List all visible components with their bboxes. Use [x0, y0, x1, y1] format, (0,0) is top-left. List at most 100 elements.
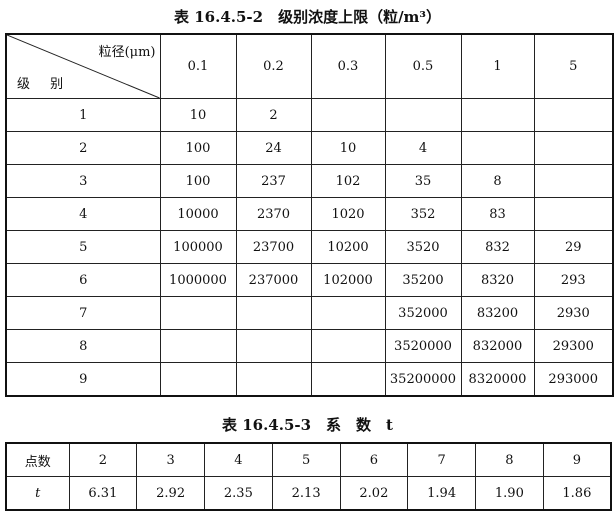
- table-row: 2 100 24 10 4: [5, 131, 614, 165]
- value-cell: 8320: [460, 263, 535, 297]
- value-cell: 4: [384, 131, 462, 165]
- value-cell: 10: [310, 131, 386, 165]
- value-cell: 293: [533, 263, 614, 297]
- value-cell: 83200: [460, 296, 535, 330]
- particle-size-label: 粒径(μm): [98, 45, 156, 60]
- t-value-cell: 1.94: [407, 476, 476, 511]
- value-cell: 29300: [533, 329, 614, 363]
- value-cell: [533, 197, 614, 231]
- value-cell: 293000: [533, 362, 614, 397]
- value-cell: 8: [460, 164, 535, 198]
- points-cell: 2: [68, 442, 138, 477]
- table2-title: 表 16.4.5-3 系 数 t: [221, 416, 393, 434]
- table-row: 1 10 2: [5, 98, 614, 132]
- value-cell: [159, 329, 237, 363]
- value-cell: 83: [460, 197, 535, 231]
- grade-label: 级 别: [17, 77, 72, 92]
- column-header: 0.5: [384, 33, 462, 99]
- value-cell: 100: [159, 164, 237, 198]
- table-header-row: 粒径(μm) 级 别 0.1 0.2 0.3 0.5 1 5: [5, 33, 614, 99]
- value-cell: 352: [384, 197, 462, 231]
- value-cell: 35200: [384, 263, 462, 297]
- value-cell: [159, 362, 237, 397]
- grade-cell: 1: [5, 98, 161, 132]
- value-cell: 24: [235, 131, 312, 165]
- value-cell: 10000: [159, 197, 237, 231]
- value-cell: 832000: [460, 329, 535, 363]
- t-value-cell: 2.13: [271, 476, 341, 511]
- value-cell: 35: [384, 164, 462, 198]
- points-cell: 6: [339, 442, 409, 477]
- points-cell: 7: [407, 442, 476, 477]
- grade-cell: 5: [5, 230, 161, 264]
- value-cell: 100000: [159, 230, 237, 264]
- value-cell: [235, 329, 312, 363]
- points-cell: 9: [542, 442, 612, 477]
- value-cell: 35200000: [384, 362, 462, 397]
- grade-cell: 3: [5, 164, 161, 198]
- value-cell: 832: [460, 230, 535, 264]
- points-cell: 8: [475, 442, 544, 477]
- value-cell: [533, 98, 614, 132]
- column-header: 0.1: [159, 33, 237, 99]
- table-row: 8 3520000 832000 29300: [5, 329, 614, 363]
- column-header: 0.3: [310, 33, 386, 99]
- column-header: 5: [533, 33, 614, 99]
- value-cell: [310, 362, 386, 397]
- table-row: 9 35200000 8320000 293000: [5, 362, 614, 397]
- value-cell: 1000000: [159, 263, 237, 297]
- column-header: 0.2: [235, 33, 312, 99]
- table-row-t: t 6.31 2.92 2.35 2.13 2.02 1.94 1.90 1.86: [5, 476, 612, 511]
- column-header: 1: [460, 33, 535, 99]
- table-row: 7 352000 83200 2930: [5, 296, 614, 330]
- t-value-cell: 1.86: [542, 476, 612, 511]
- value-cell: [310, 296, 386, 330]
- t-value-cell: 1.90: [475, 476, 544, 511]
- points-label: 点数: [5, 442, 70, 477]
- value-cell: [310, 98, 386, 132]
- value-cell: 1020: [310, 197, 386, 231]
- grade-cell: 8: [5, 329, 161, 363]
- value-cell: 2: [235, 98, 312, 132]
- table1-title: 表 16.4.5-2 级别浓度上限（粒/m³）: [174, 8, 441, 26]
- value-cell: [460, 98, 535, 132]
- value-cell: 237: [235, 164, 312, 198]
- value-cell: [460, 131, 535, 165]
- grade-cell: 6: [5, 263, 161, 297]
- value-cell: [235, 296, 312, 330]
- value-cell: 102: [310, 164, 386, 198]
- table-row: 5 100000 23700 10200 3520 832 29: [5, 230, 614, 264]
- value-cell: 3520: [384, 230, 462, 264]
- value-cell: 352000: [384, 296, 462, 330]
- value-cell: [533, 164, 614, 198]
- t-label: t: [5, 476, 70, 511]
- points-cell: 5: [271, 442, 341, 477]
- value-cell: 237000: [235, 263, 312, 297]
- value-cell: 23700: [235, 230, 312, 264]
- value-cell: 102000: [310, 263, 386, 297]
- value-cell: [384, 98, 462, 132]
- concentration-limit-table: 粒径(μm) 级 别 0.1 0.2 0.3 0.5 1 5 1 10 2 2 100 24 10 4 3…: [5, 33, 614, 397]
- table-row: 6 1000000 237000 102000 35200 8320 293: [5, 263, 614, 297]
- t-value-cell: 2.02: [339, 476, 409, 511]
- t-value-cell: 6.31: [68, 476, 138, 511]
- grade-cell: 4: [5, 197, 161, 231]
- value-cell: 29: [533, 230, 614, 264]
- t-value-cell: 2.92: [136, 476, 205, 511]
- value-cell: 2370: [235, 197, 312, 231]
- diagonal-header-cell: 粒径(μm) 级 别: [5, 33, 161, 99]
- t-value-cell: 2.35: [204, 476, 273, 511]
- table-row: 4 10000 2370 1020 352 83: [5, 197, 614, 231]
- grade-cell: 7: [5, 296, 161, 330]
- grade-cell: 2: [5, 131, 161, 165]
- points-cell: 4: [204, 442, 273, 477]
- value-cell: [310, 329, 386, 363]
- value-cell: [533, 131, 614, 165]
- points-cell: 3: [136, 442, 205, 477]
- value-cell: 8320000: [460, 362, 535, 397]
- value-cell: [235, 362, 312, 397]
- value-cell: [159, 296, 237, 330]
- value-cell: 100: [159, 131, 237, 165]
